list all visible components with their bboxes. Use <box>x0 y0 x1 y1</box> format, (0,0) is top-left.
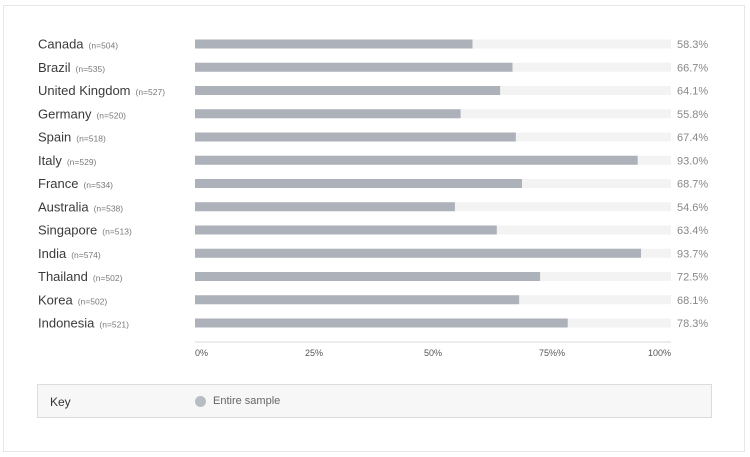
x-tick-label-0: 0% <box>195 348 208 358</box>
value-label-italy: 93.0% <box>677 155 708 167</box>
legend-swatch-icon <box>195 396 206 407</box>
value-label-india: 93.7% <box>677 248 708 260</box>
category-label-brazil: Brazil (n=535) <box>38 60 105 75</box>
bar-germany <box>195 109 461 119</box>
value-label-thailand: 72.5% <box>677 272 708 284</box>
legend-label: Entire sample <box>213 395 281 407</box>
value-label-brazil: 66.7% <box>677 62 708 74</box>
value-label-canada: 58.3% <box>677 39 708 51</box>
bar-australia <box>195 202 455 212</box>
legend-title: Key <box>50 395 71 409</box>
category-label-germany: Germany (n=520) <box>38 106 126 121</box>
value-label-spain: 67.4% <box>677 132 708 144</box>
category-label-spain: Spain (n=518) <box>38 130 106 145</box>
bar-indonesia <box>195 318 568 328</box>
category-label-canada: Canada (n=504) <box>38 37 118 52</box>
x-tick-label-75: 75%% <box>539 348 565 358</box>
value-label-germany: 55.8% <box>677 109 708 121</box>
category-label-singapore: Singapore (n=513) <box>38 223 132 238</box>
value-label-korea: 68.1% <box>677 295 708 307</box>
category-label-united-kingdom: United Kingdom (n=527) <box>38 83 165 98</box>
bar-india <box>195 248 642 258</box>
x-tick-label-50: 50% <box>424 348 442 358</box>
category-label-italy: Italy (n=529) <box>38 153 97 168</box>
bar-singapore <box>195 225 497 235</box>
x-tick-label-100: 100% <box>648 348 671 358</box>
value-label-australia: 54.6% <box>677 202 708 214</box>
category-label-thailand: Thailand (n=502) <box>38 269 123 284</box>
category-label-indonesia: Indonesia (n=521) <box>38 316 129 331</box>
category-label-france: France (n=534) <box>38 176 113 191</box>
bar-france <box>195 179 523 188</box>
bar-chart: Canada (n=504) 58.3% Brazil (n=535) 66.7% Unit… <box>38 37 708 359</box>
category-label-korea: Korea (n=502) <box>38 292 107 307</box>
bar-spain <box>195 132 516 142</box>
value-label-singapore: 63.4% <box>677 225 708 237</box>
bar-korea <box>195 295 520 305</box>
bar-canada <box>195 39 473 49</box>
category-label-india: India (n=574) <box>38 246 101 261</box>
bar-thailand <box>195 272 541 281</box>
bar-brazil <box>195 62 513 72</box>
bar-italy <box>195 155 638 165</box>
bar-united-kingdom <box>195 86 501 95</box>
value-label-united-kingdom: 64.1% <box>677 86 708 98</box>
category-label-australia: Australia (n=538) <box>38 199 123 214</box>
value-label-france: 68.7% <box>677 179 708 191</box>
value-label-indonesia: 78.3% <box>677 318 708 330</box>
x-tick-label-25: 25% <box>305 348 323 358</box>
legend: Key Entire sample <box>37 384 712 418</box>
